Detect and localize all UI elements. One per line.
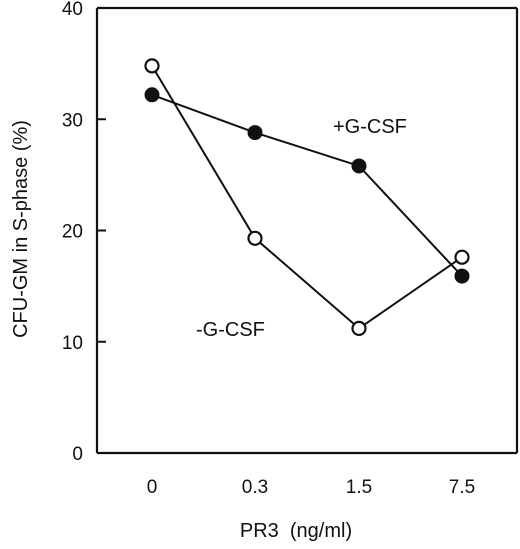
x-tick-label: 7.5 (449, 477, 475, 498)
y-axis-title: CFU-GM in S-phase (%) (10, 120, 32, 338)
series-lines (151, 65, 463, 330)
series-label-minus-gcsf: -G-CSF (196, 319, 265, 341)
data-point-series-0 (247, 125, 263, 141)
plot-area (95, 6, 519, 455)
series-label-plus-gcsf: +G-CSF (333, 116, 407, 138)
y-tick-label: 0 (72, 444, 83, 465)
data-point-series-1 (454, 249, 470, 265)
x-axis-ticks: 0 0.3 1.5 7.5 (147, 477, 476, 498)
data-point-series-1 (247, 230, 263, 246)
data-point-series-1 (351, 320, 367, 336)
data-point-series-0 (351, 158, 367, 174)
series-markers (144, 58, 470, 336)
y-tick-label: 20 (62, 222, 83, 243)
y-tick-label: 30 (62, 110, 83, 131)
x-tick-label: 1.5 (346, 477, 372, 498)
y-tick-label: 10 (62, 333, 83, 354)
x-tick-label: 0 (147, 477, 158, 498)
data-point-series-1 (144, 58, 160, 74)
data-point-series-0 (454, 268, 470, 284)
x-axis-title: PR3 (ng/ml) (240, 520, 352, 542)
series-line-1 (151, 65, 463, 330)
x-tick-label: 0.3 (242, 477, 268, 498)
series-line-0 (151, 93, 463, 277)
y-axis-ticks: 0 10 20 30 40 (62, 0, 106, 465)
data-point-series-0 (144, 87, 160, 103)
y-tick-label: 40 (62, 0, 83, 20)
